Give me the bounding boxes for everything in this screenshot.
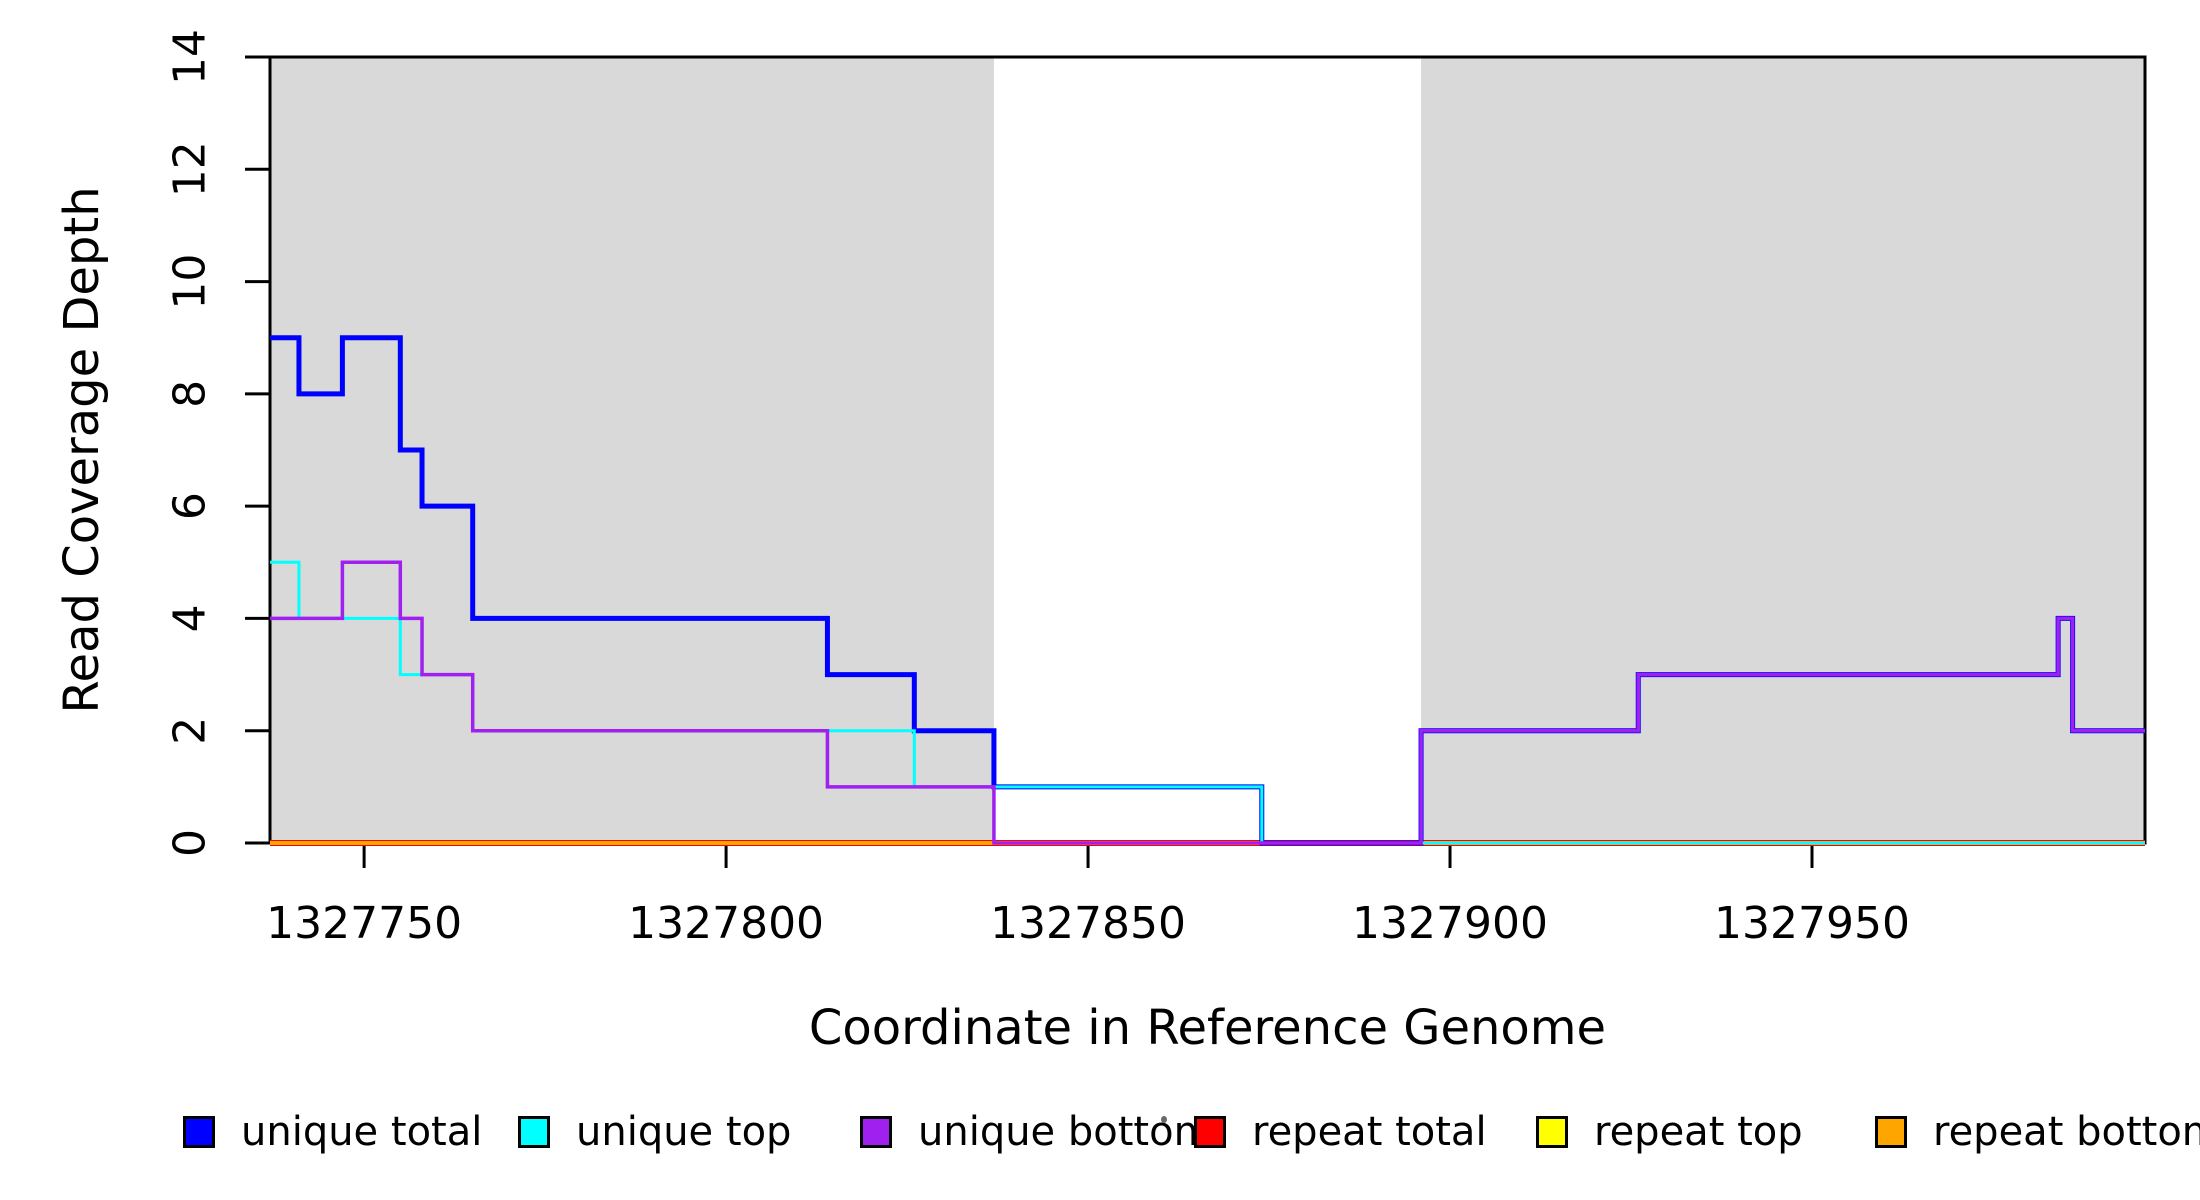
- legend-swatch-unique-top: [518, 1116, 550, 1148]
- x-tick-label: 1327750: [266, 898, 462, 949]
- legend-item-unique-total: unique total: [183, 1104, 482, 1160]
- y-tick-label: 12: [164, 141, 215, 197]
- legend-label-repeat-top: repeat top: [1594, 1109, 1803, 1155]
- legend-swatch-repeat-total: [1194, 1116, 1226, 1148]
- legend-label-unique-total: unique total: [241, 1109, 483, 1155]
- legend-label-unique-bottom: unique bottom: [918, 1109, 1213, 1155]
- x-tick-label: 1327950: [1714, 898, 1910, 949]
- y-tick-label: 10: [164, 254, 215, 310]
- x-tick-label: 1327900: [1352, 898, 1548, 949]
- legend-label-repeat-total: repeat total: [1252, 1109, 1487, 1155]
- legend: unique total unique top unique bottom repea…: [0, 1104, 2200, 1160]
- legend-label-repeat-bottom: repeat bottom: [1933, 1109, 2200, 1155]
- x-tick-label: 1327850: [990, 898, 1186, 949]
- series-unique-bottom: [270, 560, 2145, 845]
- x-axis-title: Coordinate in Reference Genome: [808, 1000, 1607, 1056]
- shaded-region: [270, 57, 994, 843]
- legend-swatch-unique-total: [183, 1116, 215, 1148]
- x-tick-label: 1327800: [628, 898, 824, 949]
- legend-item-unique-bottom: unique bottom: [860, 1104, 1213, 1160]
- y-tick-label: 4: [164, 604, 215, 632]
- shaded-region: [1421, 57, 2145, 843]
- stray-mark-dot: [1161, 1116, 1167, 1123]
- legend-item-repeat-total: repeat total: [1194, 1104, 1487, 1160]
- legend-item-repeat-top: repeat top: [1536, 1104, 1803, 1160]
- legend-swatch-repeat-top: [1536, 1116, 1568, 1148]
- legend-item-unique-top: unique top: [518, 1104, 791, 1160]
- legend-swatch-unique-bottom: [860, 1116, 892, 1148]
- legend-item-repeat-bottom: repeat bottom: [1875, 1104, 2200, 1160]
- y-tick-label: 14: [164, 29, 215, 85]
- legend-swatch-repeat-bottom: [1875, 1116, 1907, 1148]
- y-tick-label: 8: [164, 380, 215, 408]
- y-axis-title: Read Coverage Depth: [54, 186, 110, 714]
- y-tick-label: 2: [164, 717, 215, 745]
- y-tick-label: 0: [164, 829, 215, 857]
- legend-label-unique-top: unique top: [576, 1109, 792, 1155]
- y-tick-label: 6: [164, 492, 215, 520]
